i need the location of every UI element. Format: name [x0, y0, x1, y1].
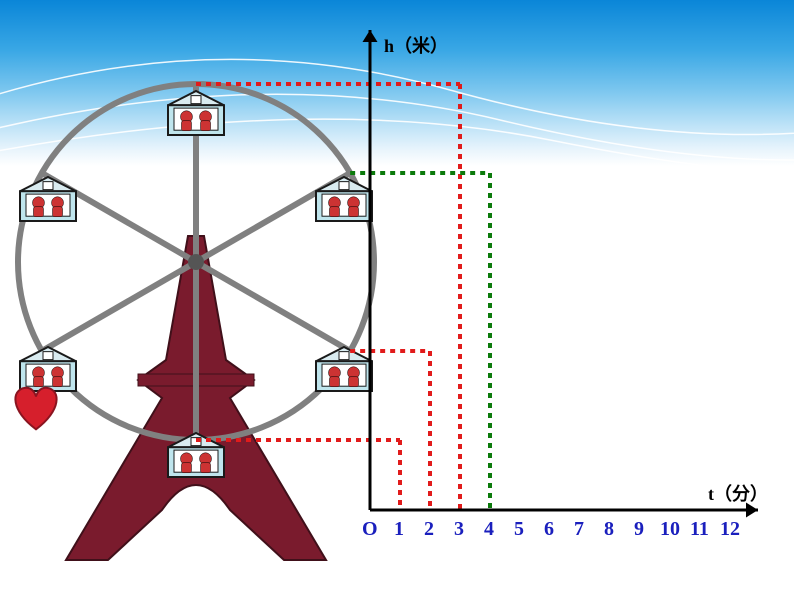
x-tick-label: 3 [454, 518, 464, 541]
x-ticks: 123456789101112 [0, 0, 794, 596]
diagram-stage: { "canvas": { "width": 794, "height": 59… [0, 0, 794, 596]
x-tick-label: 10 [660, 518, 680, 541]
x-tick-label: 9 [634, 518, 644, 541]
x-tick-label: 6 [544, 518, 554, 541]
x-tick-label: 8 [604, 518, 614, 541]
x-tick-label: 11 [690, 518, 709, 541]
x-tick-label: 5 [514, 518, 524, 541]
x-tick-label: 7 [574, 518, 584, 541]
x-tick-label: 12 [720, 518, 740, 541]
x-tick-label: 1 [394, 518, 404, 541]
x-tick-label: 2 [424, 518, 434, 541]
x-tick-label: 4 [484, 518, 494, 541]
